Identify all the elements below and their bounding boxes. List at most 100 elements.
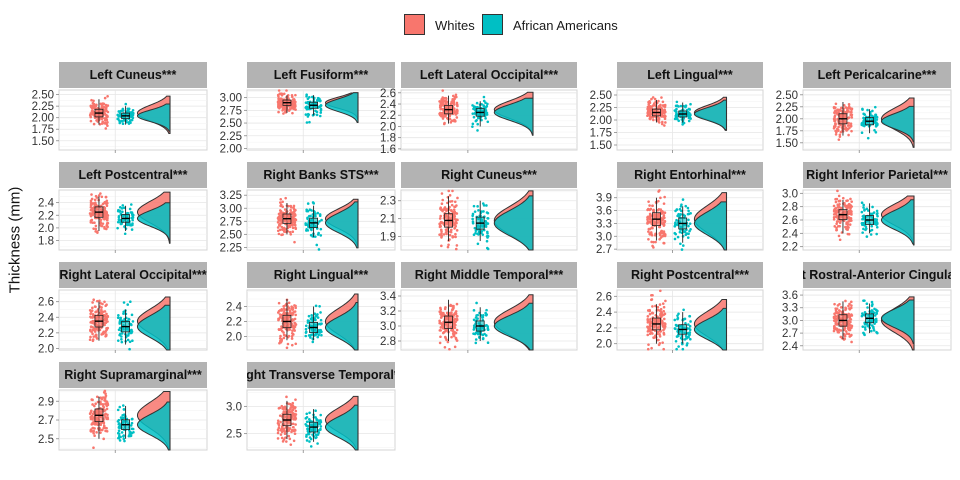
point-aa: [865, 302, 869, 306]
y-tick-label: 2.8: [782, 202, 798, 214]
point-whites: [103, 323, 106, 327]
point-whites: [647, 343, 650, 346]
point-aa: [123, 232, 127, 236]
point-whites: [94, 402, 97, 406]
boxplot-whites: [94, 99, 104, 125]
point-aa: [319, 311, 322, 314]
y-tick-label: 2.4: [38, 198, 55, 210]
point-aa: [305, 439, 309, 442]
point-whites: [93, 221, 96, 225]
point-whites: [292, 425, 295, 429]
point-whites: [99, 396, 103, 400]
point-aa: [485, 204, 488, 207]
point-whites: [662, 202, 666, 205]
y-tick-label: 2.0: [380, 121, 396, 133]
facet-strip: [401, 262, 577, 288]
point-whites: [105, 210, 108, 214]
violin-aa: [136, 103, 171, 132]
point-aa: [486, 247, 490, 251]
point-whites: [92, 111, 95, 114]
point-whites: [104, 195, 108, 199]
point-aa: [484, 311, 487, 315]
point-whites: [439, 335, 442, 339]
y-tick-label: 2.7: [782, 328, 798, 340]
point-whites: [450, 328, 453, 332]
point-whites: [289, 223, 293, 226]
point-whites: [651, 332, 654, 335]
point-whites: [293, 321, 296, 325]
y-tick-label: 3.00: [220, 203, 242, 215]
point-whites: [288, 230, 292, 234]
y-tick-label: 3.0: [380, 321, 396, 333]
point-aa: [309, 333, 312, 337]
point-whites: [286, 342, 290, 346]
facet-strip: [803, 162, 951, 188]
point-aa: [875, 232, 878, 236]
point-whites: [846, 110, 849, 114]
point-aa: [305, 412, 309, 416]
y-tick-label: 3.9: [596, 193, 612, 205]
point-whites: [445, 328, 449, 331]
point-whites: [442, 233, 446, 236]
point-whites: [91, 101, 95, 105]
panel-background: [400, 289, 578, 351]
point-aa: [305, 228, 308, 231]
point-whites: [439, 104, 443, 108]
point-aa: [474, 316, 478, 319]
point-whites: [278, 406, 282, 410]
violin-aa: [136, 401, 171, 451]
point-whites: [88, 338, 92, 341]
point-whites: [659, 289, 662, 293]
point-whites: [91, 403, 94, 406]
facet-panel: Right Banks STS*** 2.252.502.753.003.25: [220, 162, 396, 254]
point-aa: [315, 435, 318, 439]
point-whites: [93, 203, 97, 207]
point-whites: [663, 327, 666, 330]
point-whites: [104, 334, 108, 338]
point-aa: [679, 104, 683, 108]
point-whites: [89, 205, 93, 209]
point-whites: [105, 327, 108, 330]
point-aa: [318, 114, 322, 118]
point-whites: [446, 245, 450, 249]
point-whites: [846, 124, 850, 127]
point-whites: [663, 234, 667, 238]
point-whites: [105, 109, 108, 113]
point-whites: [288, 107, 292, 111]
facet-strip: [59, 162, 207, 188]
point-whites: [835, 307, 839, 310]
boxplot-aa: [309, 306, 319, 341]
point-whites: [646, 109, 650, 113]
point-whites: [832, 213, 836, 216]
point-whites: [443, 208, 447, 211]
boxplot-whites: [282, 203, 292, 235]
point-whites: [838, 199, 842, 203]
point-aa: [870, 310, 873, 314]
point-whites: [658, 189, 661, 192]
panel-background: [616, 189, 764, 251]
point-aa: [482, 95, 486, 99]
point-whites: [290, 94, 294, 97]
point-whites: [92, 420, 96, 424]
point-whites: [847, 332, 851, 336]
point-aa: [117, 418, 121, 422]
point-whites: [456, 104, 459, 108]
point-aa: [684, 322, 687, 325]
y-tick-label: 1.75: [590, 128, 612, 140]
point-whites: [845, 228, 849, 231]
point-whites: [285, 346, 289, 350]
boxplot-whites: [652, 100, 661, 123]
facet-panel: Right Transverse Temporal*** 2.5 3.0: [226, 362, 396, 453]
facet-strip: [247, 362, 395, 388]
point-whites: [287, 204, 290, 208]
point-whites: [850, 116, 854, 119]
point-whites: [282, 92, 286, 96]
boxplot-whites: [282, 95, 292, 113]
point-whites: [294, 93, 297, 97]
point-aa: [684, 337, 688, 340]
y-tick-label: 2.00: [776, 114, 798, 126]
boxplot-whites: [94, 301, 104, 341]
point-aa: [687, 107, 691, 111]
violin-aa: [136, 202, 171, 241]
point-whites: [835, 222, 838, 226]
